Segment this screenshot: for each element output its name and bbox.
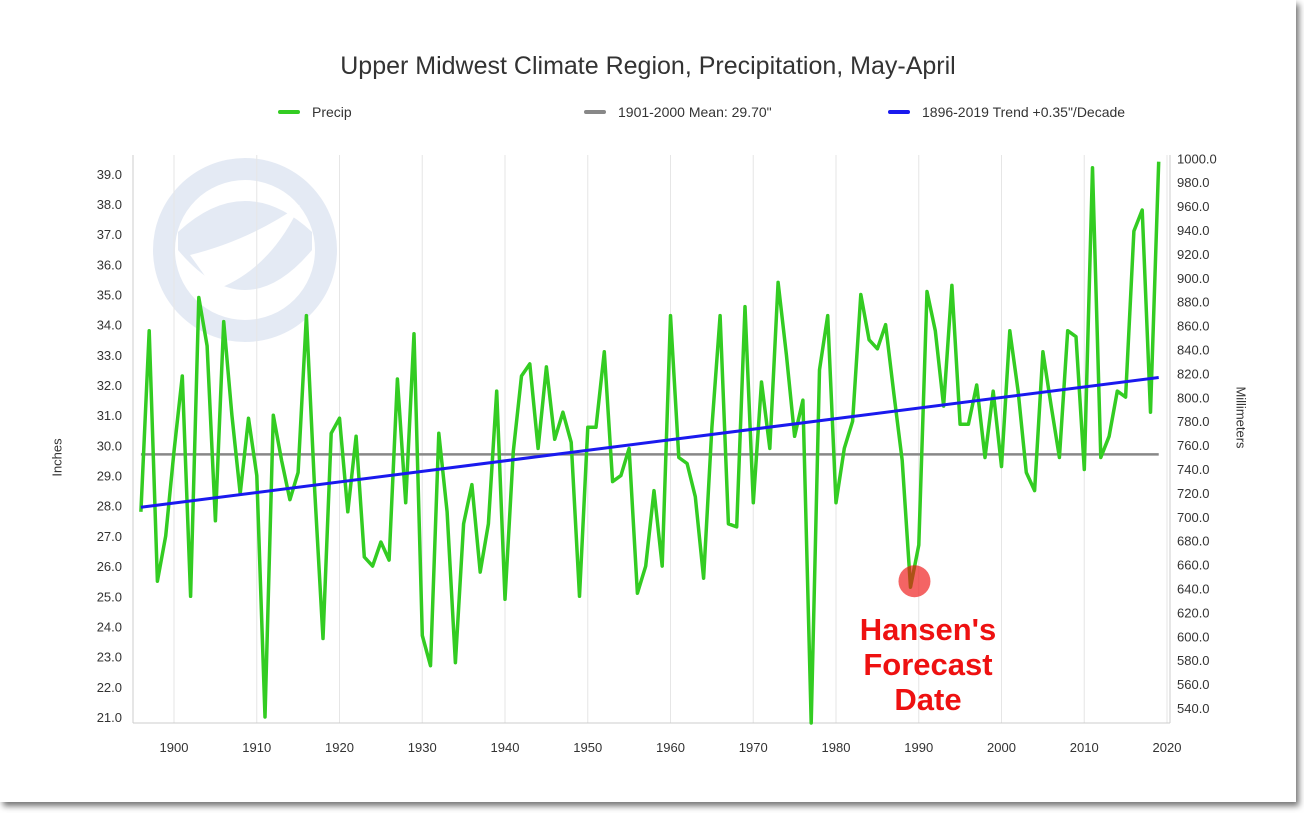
series-layer — [139, 161, 1161, 725]
precip-line — [139, 161, 1161, 725]
y-tick-label-left: 37.0 — [97, 227, 122, 242]
legend-item-precip[interactable]: Precip — [278, 104, 352, 120]
y-tick-label-right: 960.0 — [1177, 199, 1210, 214]
y-tick-label-right: 660.0 — [1177, 558, 1210, 573]
x-tick-label: 2000 — [987, 740, 1016, 755]
y-tick-label-left: 26.0 — [97, 559, 122, 574]
y-tick-label-left: 32.0 — [97, 378, 122, 393]
annotation-line-2: Forecast — [863, 647, 993, 682]
y-tick-label-right: 620.0 — [1177, 605, 1210, 620]
x-tick-label: 1960 — [656, 740, 685, 755]
y-tick-label-right: 940.0 — [1177, 223, 1210, 238]
legend-item-trend[interactable]: 1896-2019 Trend +0.35"/Decade — [888, 104, 1125, 120]
y-tick-label-right: 1000.0 — [1177, 151, 1217, 166]
y-tick-label-left: 30.0 — [97, 438, 122, 453]
y-tick-label-right: 880.0 — [1177, 295, 1210, 310]
x-tick-label: 1990 — [904, 740, 933, 755]
legend-swatch-precip — [278, 110, 300, 114]
y-tick-label-left: 22.0 — [97, 680, 122, 695]
legend-label-mean: 1901-2000 Mean: 29.70" — [618, 104, 772, 120]
legend-swatch-trend — [888, 110, 910, 114]
y-tick-label-right: 600.0 — [1177, 629, 1210, 644]
x-tick-label: 2020 — [1153, 740, 1182, 755]
y-ticks-right: 540.0 560.0 580.0 600.0 620.0 640.0 660.0 680.0… — [1177, 151, 1217, 716]
legend-label-precip: Precip — [312, 104, 352, 120]
annotation-line-3: Date — [894, 682, 962, 717]
y-tick-label-left: 29.0 — [97, 469, 122, 484]
y-tick-label-left: 21.0 — [97, 710, 122, 725]
y-tick-label-left: 36.0 — [97, 257, 122, 272]
legend-label-trend: 1896-2019 Trend +0.35"/Decade — [922, 104, 1126, 120]
y-tick-label-left: 27.0 — [97, 529, 122, 544]
y-tick-label-left: 25.0 — [97, 589, 122, 604]
x-tick-label: 1980 — [822, 740, 851, 755]
y-tick-label-right: 560.0 — [1177, 677, 1210, 692]
y-tick-label-left: 35.0 — [97, 287, 122, 302]
y-tick-label-left: 39.0 — [97, 167, 122, 182]
x-tick-label: 1940 — [491, 740, 520, 755]
legend-item-mean[interactable]: 1901-2000 Mean: 29.70" — [584, 104, 772, 120]
y-tick-label-right: 980.0 — [1177, 175, 1210, 190]
y-tick-label-left: 24.0 — [97, 619, 122, 634]
y-ticks-left: 21.0 22.0 23.0 24.0 25.0 26.0 27.0 28.0 29.0 30.0… — [97, 167, 122, 725]
y-tick-label-right: 720.0 — [1177, 486, 1210, 501]
y-tick-label-right: 700.0 — [1177, 510, 1210, 525]
x-tick-label: 2010 — [1070, 740, 1099, 755]
y-tick-label-right: 820.0 — [1177, 366, 1210, 381]
y-tick-label-right: 900.0 — [1177, 271, 1210, 286]
y-tick-label-right: 860.0 — [1177, 319, 1210, 334]
trend-line — [140, 375, 1159, 509]
y-tick-label-right: 740.0 — [1177, 462, 1210, 477]
y-tick-label-left: 34.0 — [97, 318, 122, 333]
x-ticks: 1900 1910 1920 1930 1940 1950 1960 1970 1980 1990… — [160, 740, 1182, 755]
x-tick-label: 1910 — [242, 740, 271, 755]
y-tick-label-right: 680.0 — [1177, 534, 1210, 549]
x-tick-label: 1970 — [739, 740, 768, 755]
y-tick-label-left: 28.0 — [97, 499, 122, 514]
y-tick-label-left: 31.0 — [97, 408, 122, 423]
y-tick-label-left: 38.0 — [97, 197, 122, 212]
y-tick-label-left: 33.0 — [97, 348, 122, 363]
x-tick-label: 1950 — [573, 740, 602, 755]
x-tick-label: 1900 — [160, 740, 189, 755]
y-tick-label-right: 840.0 — [1177, 343, 1210, 358]
y-tick-label-right: 640.0 — [1177, 582, 1210, 597]
x-tick-label: 1920 — [325, 740, 354, 755]
annotation-layer — [898, 565, 931, 598]
y-tick-label-right: 580.0 — [1177, 653, 1210, 668]
y-tick-label-right: 920.0 — [1177, 247, 1210, 262]
hansen-marker — [898, 565, 931, 598]
y-tick-label-left: 23.0 — [97, 650, 122, 665]
y-tick-label-right: 800.0 — [1177, 390, 1210, 405]
hansen-annotation: Hansen's Forecast Date — [838, 612, 1018, 717]
y-tick-label-right: 780.0 — [1177, 414, 1210, 429]
chart-title: Upper Midwest Climate Region, Precipitat… — [340, 52, 956, 80]
legend-swatch-mean — [584, 110, 606, 114]
x-tick-label: 1930 — [408, 740, 437, 755]
annotation-line-1: Hansen's — [859, 612, 997, 647]
y-tick-label-right: 540.0 — [1177, 701, 1210, 716]
noaa-logo-watermark — [153, 158, 337, 342]
y-tick-label-right: 760.0 — [1177, 438, 1210, 453]
